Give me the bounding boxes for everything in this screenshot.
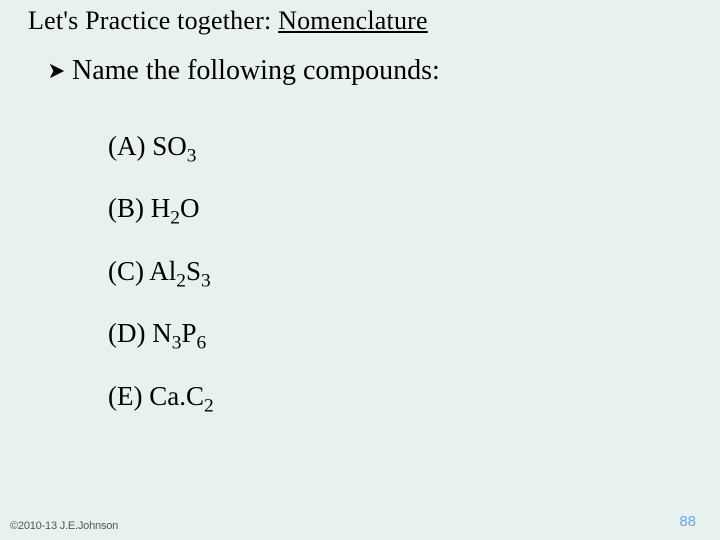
subtitle-text: Name the following compounds: [72, 55, 440, 86]
item-label: (C) [108, 256, 149, 286]
item-label: (A) [108, 131, 152, 161]
copyright-text: ©2010-13 J.E.Johnson [10, 520, 118, 532]
title-underlined: Nomenclature [278, 6, 428, 35]
list-item: (D) N3P6 [108, 317, 214, 349]
item-formula: SO3 [152, 131, 196, 161]
list-item: (C) Al2S3 [108, 255, 214, 287]
compound-list: (A) SO3 (B) H2O (C) Al2S3 (D) N3P6 (E) Ca.C2 [108, 130, 214, 412]
title-prefix: Let's Practice together: [28, 6, 278, 35]
item-formula: H2O [151, 193, 200, 223]
item-formula: Al2S3 [149, 256, 210, 286]
item-formula: Ca.C2 [149, 381, 213, 411]
page-number: 88 [679, 513, 696, 530]
item-label: (B) [108, 193, 151, 223]
slide-title: Let's Practice together: Nomenclature [28, 6, 428, 36]
item-formula: N3P6 [152, 318, 206, 348]
item-label: (E) [108, 381, 149, 411]
arrow-right-icon [48, 54, 66, 86]
list-item: (B) H2O [108, 192, 214, 224]
list-item: (E) Ca.C2 [108, 380, 214, 412]
list-item: (A) SO3 [108, 130, 214, 162]
item-label: (D) [108, 318, 152, 348]
slide-subtitle: Name the following compounds: [48, 54, 440, 87]
